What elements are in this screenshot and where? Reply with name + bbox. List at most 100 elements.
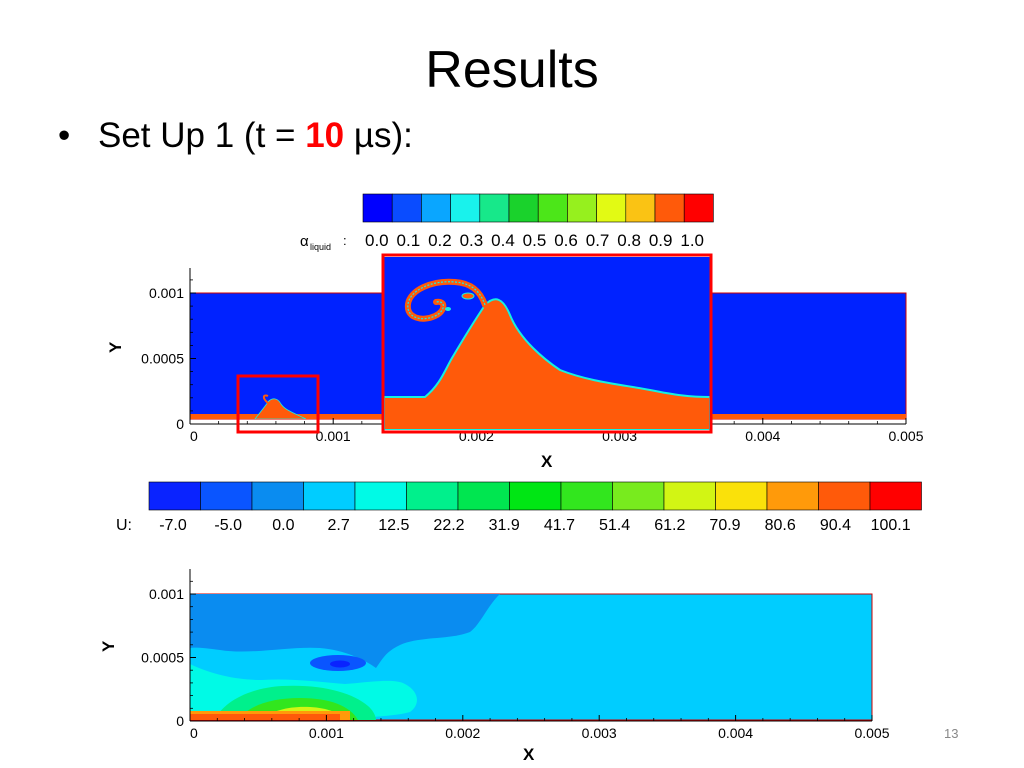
plot1-ylabel: Y [106,341,125,353]
velocity-contour-plot: 0 0.001 0.002 0.003 0.004 0.005 0 0.0005 0.001 Y… [99,569,890,764]
u-swatch [509,481,562,511]
zoom-inset [381,253,713,434]
u-swatch [303,481,356,511]
alpha-level-label: 0.3 [460,231,484,250]
x-tick-label: 0.002 [445,725,480,741]
y-tick-label: 0.0005 [141,351,184,367]
wave-curl-zoom-edge [407,281,486,320]
u-swatch [766,481,819,511]
alpha-level-label: 0.7 [586,231,610,250]
x-tick-label: 0.005 [888,428,923,444]
x-tick-label: 0.003 [582,725,617,741]
plot2-xlabel: X [523,745,535,764]
u-swatch [663,481,716,511]
u-swatch [715,481,768,511]
alpha-colorbar: α liquid : 0.0 0.1 0.2 0.3 0.4 0.5 0.6 0.7 0.8 0.… [300,193,714,252]
u-level-label: 100.1 [871,517,911,534]
plot1-xlabel: X [541,452,553,471]
velocity-vortex-core [330,660,350,668]
alpha-level-label: 0.6 [554,231,578,250]
droplet-icon-small [445,307,451,311]
x-tick-label: 0.003 [602,428,637,444]
slide-title: Results [425,41,599,99]
alpha-swatch [683,193,714,223]
alpha-legend-symbol: α [300,233,309,250]
x-tick-label: 0 [190,725,198,741]
alpha-level-label: 0.4 [491,231,515,250]
alpha-swatch [567,193,597,223]
u-swatch [200,481,253,511]
u-level-label: 70.9 [709,517,740,534]
u-level-label: 41.7 [544,517,575,534]
x-tick-label: 0 [190,428,198,444]
alpha-swatch [391,193,422,223]
alpha-legend-subscript: liquid [310,242,331,252]
u-level-label: 0.0 [272,517,294,534]
alpha-level-label: 0.2 [428,231,452,250]
u-swatch [818,481,871,511]
x-tick-label: 0.001 [309,725,344,741]
liquid-wave-small [254,398,307,419]
alpha-level-label: 0.9 [649,231,673,250]
bullet-text: • Set Up 1 (t = 10 µs): [58,112,413,160]
u-level-label: 31.9 [489,517,520,534]
u-level-label: -7.0 [159,517,187,534]
u-legend-label: U: [116,517,132,534]
alpha-swatch [362,193,393,223]
u-level-label: 51.4 [599,517,630,534]
bullet-marker: • [58,116,71,155]
zoom-frame [381,253,713,434]
y-tick-label: 0.001 [149,285,184,301]
y-tick-label: 0 [176,713,184,729]
alpha-swatch [596,193,627,223]
x-tick-label: 0.002 [459,428,494,444]
u-swatch [612,481,665,511]
u-level-label: 22.2 [433,517,464,534]
u-swatch [251,481,304,511]
alpha-legend-colon: : [343,233,347,248]
alpha-level-label: 0.1 [397,231,421,250]
alpha-level-label: 0.8 [617,231,641,250]
velocity-film-red [190,714,340,720]
u-swatch [354,481,407,511]
bullet-suffix: µs): [344,116,413,155]
u-level-label: 2.7 [327,517,349,534]
x-tick-label: 0.005 [854,725,889,741]
liquid-wave-zoom [384,298,710,430]
alpha-swatch [625,193,656,223]
plot2-ylabel: Y [99,640,118,652]
alpha-swatch [421,193,451,223]
bullet-prefix: Set Up 1 (t = [98,116,306,155]
page-number: 13 [944,726,959,741]
u-swatch [560,481,613,511]
u-level-label: 80.6 [765,517,796,534]
alpha-swatch [479,193,510,223]
alpha-level-label: 0.5 [523,231,547,250]
u-level-label: 90.4 [820,517,851,534]
u-swatch [869,481,922,511]
alpha-swatch [537,193,568,223]
u-swatch [148,481,201,511]
u-level-label: 61.2 [654,517,685,534]
alpha-level-label: 0.0 [365,231,389,250]
u-level-label: -5.0 [214,517,242,534]
u-swatch [406,481,459,511]
y-tick-label: 0.001 [149,586,184,602]
alpha-swatch [450,193,481,223]
x-tick-label: 0.001 [316,428,351,444]
alpha-swatch [508,193,539,223]
u-colorbar: U: -7.0 -5.0 0.0 2.7 12.5 22.2 31.9 41.7 51.4 61.… [116,481,922,534]
alpha-swatch [654,193,685,223]
alpha-level-label: 1.0 [680,231,704,250]
x-tick-label: 0.004 [745,428,780,444]
x-tick-label: 0.004 [718,725,753,741]
y-tick-label: 0 [176,416,184,432]
y-tick-label: 0.0005 [141,650,184,666]
time-value: 10 [305,116,345,155]
u-level-label: 12.5 [378,517,409,534]
u-swatch [457,481,510,511]
droplet-icon [461,292,475,300]
wave-curl-small [262,394,269,404]
zoom-source-box [236,374,320,434]
